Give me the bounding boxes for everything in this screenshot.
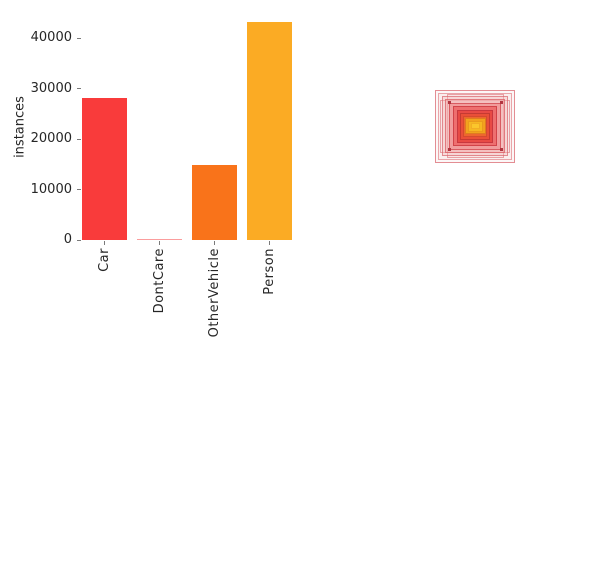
bar-othervehicle [192, 164, 237, 240]
bar-person [247, 22, 292, 240]
bar-ytick-mark [77, 88, 81, 90]
anchor-boxes-panel [420, 75, 540, 185]
bar-ytick-label: 30000 [30, 80, 72, 96]
bar-ytick-label: 20000 [30, 131, 72, 147]
bar-chart-ylabel: instances [12, 96, 28, 158]
bar-ytick-mark [77, 189, 81, 191]
anchor-corner-marker [499, 148, 503, 151]
bar-ytick-mark [77, 239, 81, 241]
anchor-corner-marker [447, 148, 451, 151]
bar-xcategory-label: Person [261, 248, 277, 295]
bar-xtick-mark [159, 241, 160, 245]
bar-xcategory-label: DontCare [151, 248, 167, 314]
bar-ytick-label: 0 [63, 232, 72, 247]
wh-heatmap-panel: height width 0.00.10.20.30.40.00.10.20.3… [315, 315, 600, 580]
anchor-box [470, 123, 480, 129]
bar-ytick-label: 10000 [30, 181, 72, 197]
bar-xcategory-label: Car [96, 248, 112, 272]
bar-ytick-label: 40000 [30, 30, 72, 46]
bar-xtick-mark [214, 241, 215, 245]
anchor-corner-marker [499, 101, 503, 104]
bar-car [82, 97, 127, 240]
bar-xtick-mark [104, 241, 105, 245]
xy-heatmap-panel: y x 0.00.20.40.60.81.00.00.20.40.60.81.0 [0, 315, 315, 580]
bar-ytick-mark [77, 37, 81, 39]
bar-ytick-mark [77, 138, 81, 140]
bar-dontcare [137, 238, 182, 240]
bar-xtick-mark [269, 241, 270, 245]
bar-chart-panel: instances 0 10000 20000 30000 40000 Car DontC… [0, 0, 310, 337]
anchor-corner-marker [447, 101, 451, 104]
